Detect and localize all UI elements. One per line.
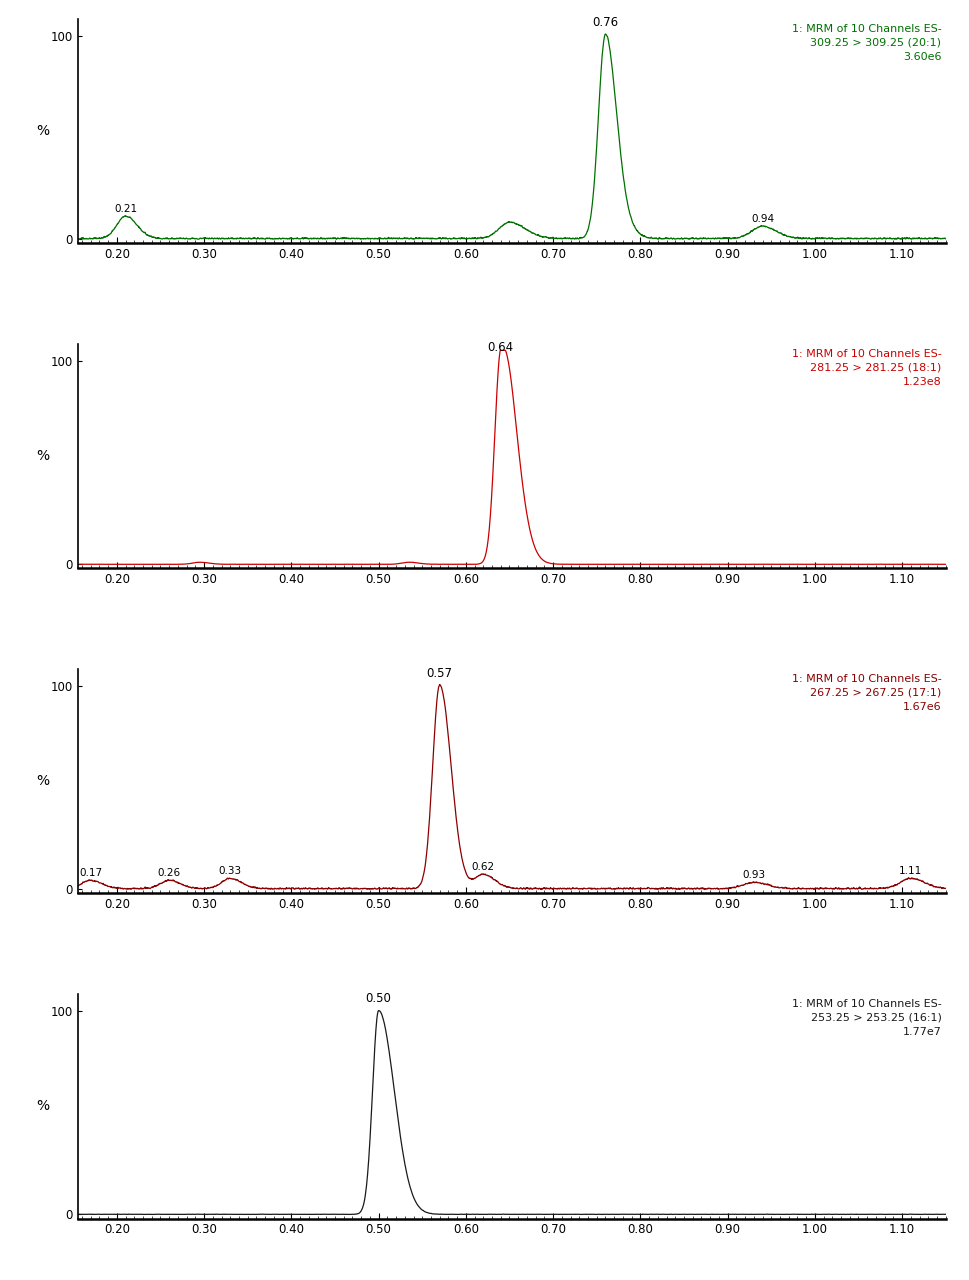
Text: 0.94: 0.94: [750, 214, 773, 224]
Text: 0.62: 0.62: [471, 863, 494, 872]
Text: 0.93: 0.93: [741, 870, 765, 881]
Text: 1.11: 1.11: [898, 867, 922, 877]
Y-axis label: %: %: [36, 124, 49, 138]
Text: 0.57: 0.57: [426, 667, 453, 680]
Text: 0.21: 0.21: [114, 204, 137, 214]
Text: 1: MRM of 10 Channels ES-
309.25 > 309.25 (20:1)
3.60e6: 1: MRM of 10 Channels ES- 309.25 > 309.2…: [791, 24, 941, 61]
Text: 0.17: 0.17: [79, 868, 102, 878]
Y-axis label: %: %: [36, 1100, 49, 1114]
Text: 0.33: 0.33: [218, 867, 241, 877]
Y-axis label: %: %: [36, 449, 49, 463]
Text: 0.26: 0.26: [158, 868, 180, 878]
Text: 0.76: 0.76: [592, 17, 618, 29]
Text: 0.50: 0.50: [365, 992, 391, 1005]
Text: 1: MRM of 10 Channels ES-
253.25 > 253.25 (16:1)
1.77e7: 1: MRM of 10 Channels ES- 253.25 > 253.2…: [791, 998, 941, 1037]
Text: 1: MRM of 10 Channels ES-
267.25 > 267.25 (17:1)
1.67e6: 1: MRM of 10 Channels ES- 267.25 > 267.2…: [791, 673, 941, 712]
Text: 0.64: 0.64: [487, 342, 514, 355]
Text: 1: MRM of 10 Channels ES-
281.25 > 281.25 (18:1)
1.23e8: 1: MRM of 10 Channels ES- 281.25 > 281.2…: [791, 348, 941, 387]
Y-axis label: %: %: [36, 774, 49, 788]
